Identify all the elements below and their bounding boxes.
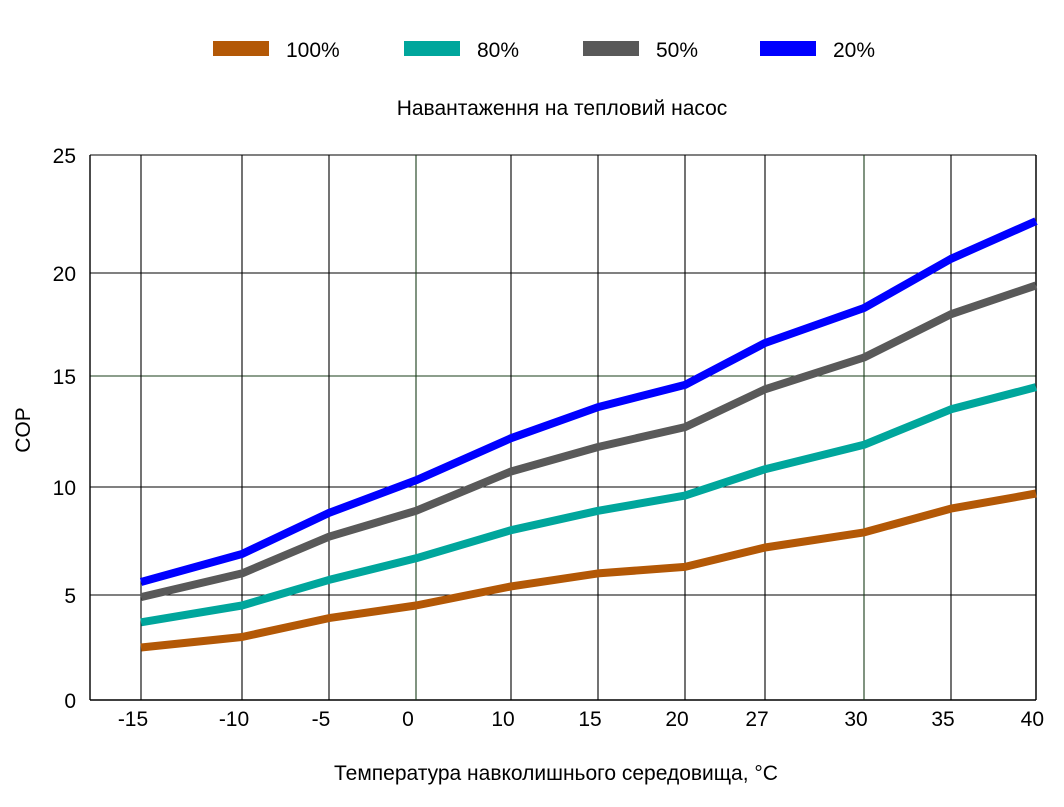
x-tick-label: 0 xyxy=(402,708,414,731)
series-line-80pct xyxy=(140,383,1038,627)
x-tick-label: 20 xyxy=(665,708,688,731)
legend-label: 80% xyxy=(477,39,519,62)
x-tick-label: -15 xyxy=(118,708,148,731)
y-tick-label: 25 xyxy=(53,145,76,168)
series-line-50pct xyxy=(140,281,1038,601)
y-tick-label: 0 xyxy=(64,690,76,713)
x-tick-label: 35 xyxy=(931,708,954,731)
y-tick-label: 5 xyxy=(64,585,76,608)
legend-swatch xyxy=(213,41,269,56)
x-tick-label: 30 xyxy=(844,708,867,731)
y-tick-labels: 0 5 10 15 20 25 xyxy=(53,145,76,713)
x-tick-label: 27 xyxy=(745,708,768,731)
y-tick-label: 10 xyxy=(53,477,76,500)
legend-label: 50% xyxy=(656,39,698,62)
legend-swatch xyxy=(760,41,816,56)
series-lines xyxy=(139,217,1038,652)
legend-swatch xyxy=(404,41,460,56)
series-line-100pct xyxy=(140,489,1037,652)
legend-swatch xyxy=(583,41,639,56)
x-axis-label: Температура навколишнього середовища, °C xyxy=(334,762,778,785)
series-line-20pct xyxy=(139,217,1038,586)
plot-grid xyxy=(89,154,1037,701)
legend-label: 20% xyxy=(833,39,875,62)
x-tick-labels: -15 -10 -5 0 10 15 20 27 30 35 40 xyxy=(118,708,1044,731)
legend: 100% 80% 50% 20% xyxy=(213,39,875,62)
y-axis-label: COP xyxy=(12,407,35,453)
x-tick-label: 10 xyxy=(491,708,514,731)
x-tick-label: -5 xyxy=(312,708,331,731)
legend-label: 100% xyxy=(286,39,340,62)
x-tick-label: -10 xyxy=(219,708,249,731)
chart-subtitle: Навантаження на тепловий насос xyxy=(397,97,728,120)
y-tick-label: 15 xyxy=(53,366,76,389)
y-tick-label: 20 xyxy=(53,263,76,286)
x-tick-label: 15 xyxy=(578,708,601,731)
x-tick-label: 40 xyxy=(1021,708,1044,731)
